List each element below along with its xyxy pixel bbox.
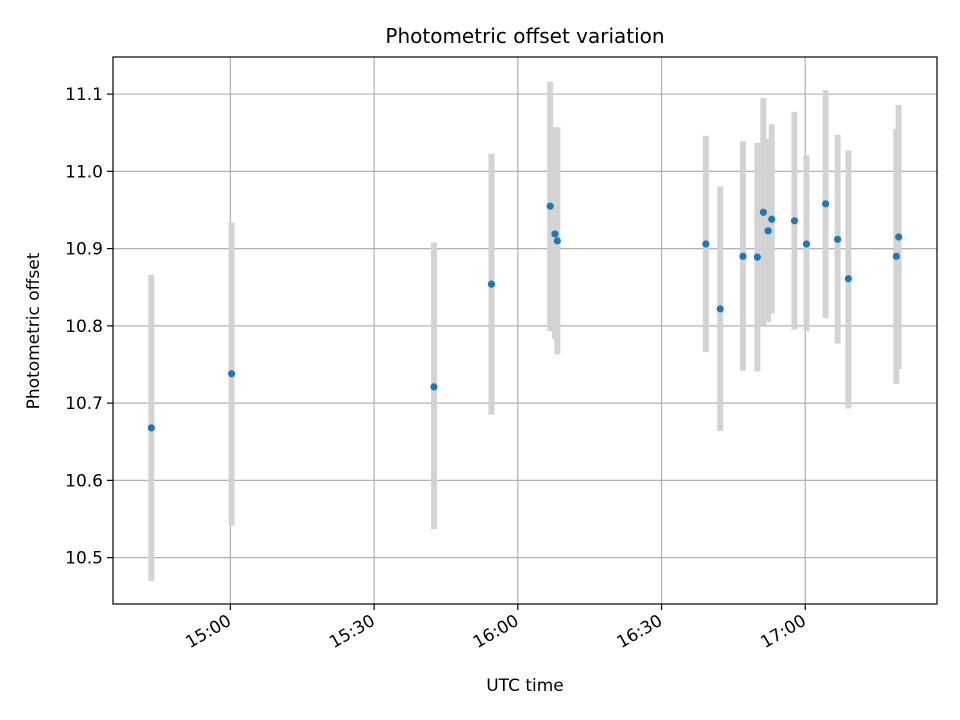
plot-frame [112, 56, 938, 605]
data-point [546, 202, 554, 210]
data-point [702, 240, 710, 248]
data-point [739, 252, 747, 260]
data-point [764, 227, 772, 235]
data-point [227, 370, 236, 378]
data-point [833, 235, 842, 243]
y-tick-label: 10.6 [65, 471, 103, 491]
y-axis-label: Photometric offset [24, 252, 44, 409]
data-point [430, 383, 438, 391]
data-point [551, 230, 559, 238]
data-point [892, 252, 900, 260]
data-point [790, 217, 799, 225]
data-point [822, 200, 830, 208]
data-point [553, 237, 561, 245]
y-tick-label: 10.9 [65, 240, 103, 260]
data-point [768, 215, 776, 223]
y-tick-label: 10.8 [65, 317, 103, 337]
data-point [895, 233, 903, 241]
data-point [753, 253, 761, 261]
data-point [844, 275, 852, 283]
data-points [147, 200, 903, 432]
data-point [802, 240, 811, 248]
chart-title: Photometric offset variation [385, 24, 664, 48]
y-tick-label: 10.5 [65, 549, 103, 569]
y-tick-label: 10.7 [65, 394, 103, 414]
y-tick-label: 11.1 [65, 85, 103, 105]
data-point [759, 208, 767, 216]
data-point [487, 280, 496, 288]
y-tick-label: 11.0 [65, 162, 103, 182]
x-axis-label: UTC time [486, 676, 564, 696]
data-point [147, 424, 155, 432]
y-axis-ticks: 10.5 10.6 10.7 10.8 10.9 11.0 11.1 [65, 85, 113, 569]
data-point [716, 305, 724, 313]
